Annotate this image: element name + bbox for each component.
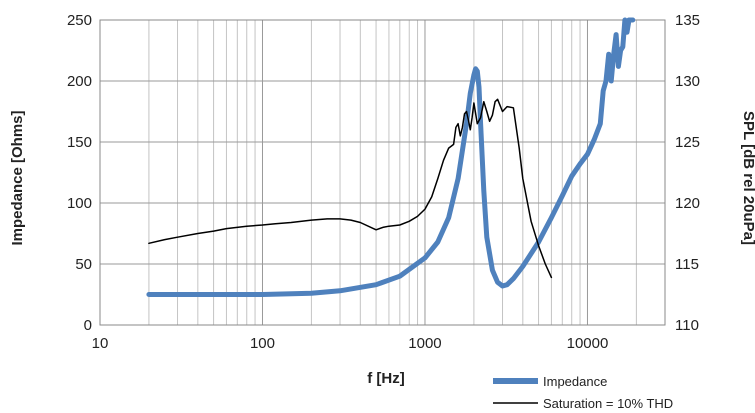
legend-label-saturation: Saturation = 10% THD bbox=[543, 396, 673, 411]
x-tick-label: 100 bbox=[250, 335, 275, 352]
left-tick-label: 250 bbox=[67, 12, 92, 29]
x-tick-label: 1000 bbox=[408, 335, 441, 352]
right-tick-label: 120 bbox=[675, 195, 700, 212]
left-tick-label: 200 bbox=[67, 73, 92, 90]
left-tick-label: 50 bbox=[75, 256, 92, 273]
right-tick-label: 125 bbox=[675, 134, 700, 151]
left-tick-label: 100 bbox=[67, 195, 92, 212]
plot-border bbox=[99, 19, 666, 326]
left-tick-label: 150 bbox=[67, 134, 92, 151]
right-tick-label: 110 bbox=[675, 317, 699, 334]
legend: Impedance Saturation = 10% THD bbox=[493, 374, 673, 411]
series-lines bbox=[146, 17, 636, 297]
x-tick-labels: 10 100 1000 10000 bbox=[92, 335, 609, 352]
x-axis-title: f [Hz] bbox=[367, 370, 405, 387]
left-tick-labels: 0 50 100 150 200 250 bbox=[67, 12, 92, 334]
left-axis-title: Impedance [Ohms] bbox=[9, 110, 26, 245]
plot-frame bbox=[99, 19, 666, 326]
legend-label-impedance: Impedance bbox=[543, 374, 607, 389]
right-tick-labels: 110 115 120 125 130 135 bbox=[675, 12, 700, 334]
x-tick-label: 10000 bbox=[567, 335, 609, 352]
series-line-impedance bbox=[146, 17, 636, 297]
left-tick-label: 0 bbox=[84, 317, 92, 334]
right-tick-label: 130 bbox=[675, 73, 700, 90]
right-axis-title: SPL [dB rel 20uPa] bbox=[740, 111, 755, 245]
right-tick-label: 115 bbox=[675, 256, 699, 273]
vertical-grid bbox=[99, 20, 666, 325]
x-tick-label: 10 bbox=[92, 335, 109, 352]
right-tick-label: 135 bbox=[675, 12, 700, 29]
series-line-saturation bbox=[148, 98, 553, 279]
